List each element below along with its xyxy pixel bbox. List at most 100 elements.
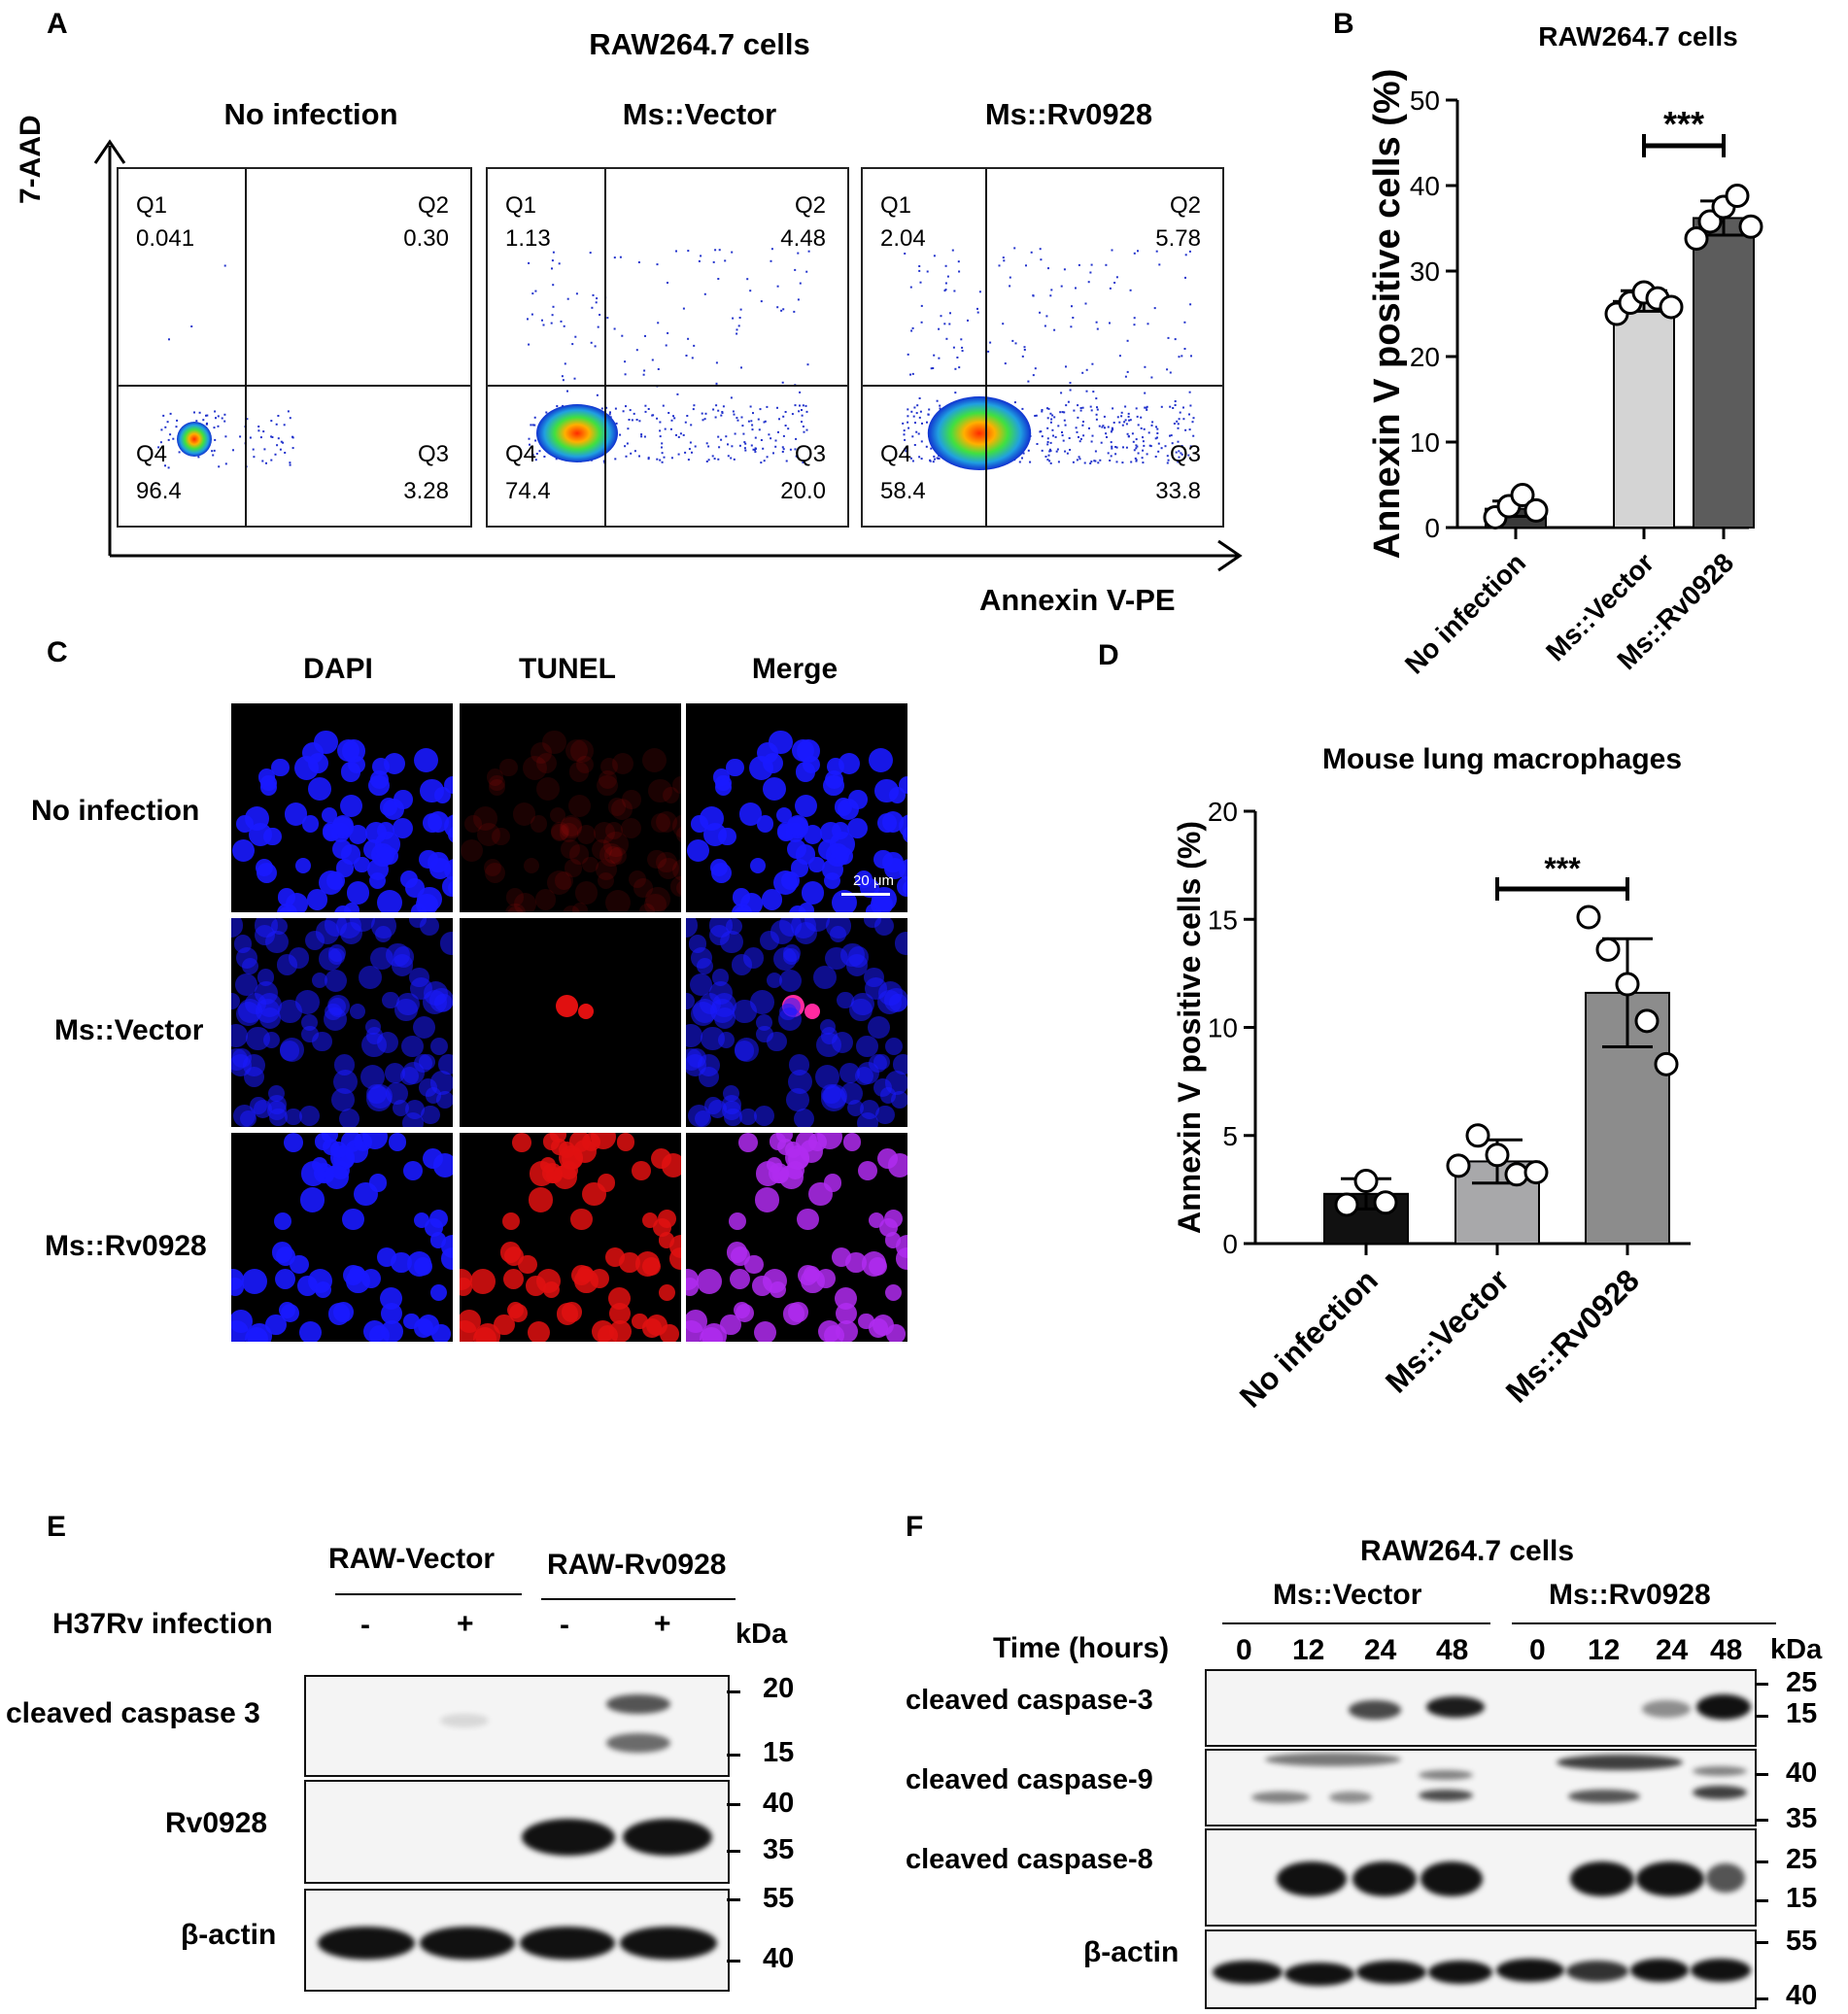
- cell-nucleus: [610, 798, 633, 821]
- cell-nucleus: [840, 942, 866, 968]
- cell-nucleus: [409, 967, 429, 988]
- cell-nucleus: [655, 810, 678, 834]
- cell-nucleus: [686, 1269, 699, 1290]
- cell-nucleus: [842, 1133, 862, 1151]
- cell-nucleus: [298, 1105, 320, 1126]
- cell-nucleus: [829, 925, 847, 943]
- cell-nucleus: [881, 810, 905, 834]
- cell-nucleus: [306, 889, 328, 910]
- flow-q3-label: Q3: [417, 441, 449, 467]
- cell-nucleus: [354, 1181, 378, 1207]
- panel-f-mw-15b: 15: [1786, 1883, 1818, 1914]
- cell-nucleus: [817, 1133, 842, 1149]
- flow-q2-value: 0.30: [403, 225, 449, 252]
- cell-nucleus: [897, 876, 907, 897]
- bar: [1613, 299, 1675, 529]
- cell-nucleus: [274, 1212, 292, 1230]
- flow-q1-value: 0.041: [136, 225, 195, 252]
- y-axis-label: Annexin V positive cells (%): [1172, 821, 1207, 1234]
- cell-nucleus: [754, 1187, 780, 1212]
- data-point: [1485, 1143, 1510, 1168]
- panel-f-time-label: Time (hours): [993, 1632, 1170, 1664]
- cell-nucleus: [365, 822, 387, 843]
- data-point: [1523, 1160, 1549, 1185]
- cell-nucleus: [342, 1264, 364, 1286]
- cell-nucleus: [255, 858, 274, 877]
- cell-nucleus: [464, 815, 482, 833]
- panel-e-mw-40: 40: [763, 1788, 795, 1819]
- cell-nucleus: [559, 823, 579, 843]
- cell-nucleus: [839, 1081, 863, 1106]
- cell-nucleus: [568, 794, 592, 817]
- cell-nucleus: [527, 1320, 551, 1342]
- cell-nucleus: [315, 1280, 332, 1298]
- cell-nucleus: [772, 947, 797, 972]
- cell-nucleus: [799, 903, 815, 912]
- cell-nucleus: [808, 1181, 833, 1207]
- panel-e-blot-label-2: Rv0928: [165, 1807, 268, 1839]
- panel-e-group-1-line: [335, 1593, 522, 1595]
- cell-nucleus: [349, 1003, 366, 1020]
- cell-nucleus: [524, 857, 540, 874]
- cell-nucleus: [332, 1069, 359, 1095]
- cell-nucleus: [874, 778, 899, 803]
- y-tick-label: 30: [1410, 256, 1440, 287]
- cell-nucleus: [274, 1269, 295, 1290]
- cell-nucleus: [321, 806, 337, 823]
- cell-nucleus: [864, 918, 881, 928]
- cell-nucleus: [534, 889, 557, 910]
- cell-nucleus: [489, 774, 505, 791]
- cell-nucleus: [687, 839, 710, 863]
- cell-nucleus: [801, 881, 825, 905]
- cell-nucleus: [791, 918, 817, 939]
- cell-nucleus: [431, 1324, 451, 1342]
- cell-nucleus: [595, 858, 617, 880]
- cell-nucleus: [847, 817, 869, 838]
- cell-nucleus: [333, 905, 353, 912]
- data-point: [1465, 1123, 1490, 1148]
- cell-nucleus: [396, 992, 420, 1016]
- cell-nucleus: [380, 1286, 403, 1311]
- cell-nucleus: [243, 1067, 264, 1088]
- cell-nucleus: [576, 825, 596, 844]
- cell-nucleus: [414, 1318, 433, 1338]
- data-point: [1654, 1051, 1679, 1076]
- cell-nucleus: [420, 778, 444, 803]
- y-tick-label: 5: [1222, 1121, 1238, 1151]
- band: [1277, 1861, 1347, 1896]
- cell-nucleus: [597, 774, 619, 797]
- panel-letter-b: B: [1333, 8, 1354, 40]
- cell-nucleus: [645, 886, 670, 912]
- data-point: [1510, 483, 1535, 508]
- data-point: [1353, 1168, 1379, 1193]
- cell-nucleus: [638, 904, 656, 912]
- cell-nucleus: [278, 905, 295, 912]
- data-point: [1523, 497, 1549, 523]
- panel-f-time-12b: 12: [1588, 1634, 1621, 1666]
- band: [1426, 1696, 1485, 1718]
- cell-nucleus: [661, 1153, 681, 1178]
- cell-nucleus: [686, 993, 695, 1010]
- data-point: [1446, 1153, 1471, 1178]
- cell-nucleus: [808, 856, 825, 873]
- cell-nucleus: [729, 1269, 750, 1290]
- band: [1570, 1861, 1634, 1896]
- cell-nucleus: [696, 957, 713, 974]
- cell-nucleus: [766, 972, 782, 989]
- flow-plot-2: Q1 1.13 Q2 4.48 Q4 74.4 Q3 20.0: [486, 167, 849, 528]
- panel-f-time-12a: 12: [1292, 1634, 1325, 1666]
- band: [1706, 1863, 1745, 1893]
- cell-nucleus: [662, 787, 680, 804]
- cell-nucleus: [231, 993, 240, 1010]
- cell-nucleus: [702, 1322, 727, 1342]
- x-tick-label: No infection: [1399, 547, 1531, 679]
- cell-nucleus: [232, 839, 256, 863]
- cell-nucleus: [734, 1040, 755, 1061]
- cell-nucleus: [753, 1105, 774, 1126]
- cell-nucleus: [572, 903, 589, 912]
- cell-nucleus: [512, 802, 536, 826]
- panel-f-title: RAW264.7 cells: [1359, 1535, 1575, 1567]
- cell-nucleus: [262, 1031, 281, 1049]
- cell-nucleus: [608, 1286, 632, 1311]
- y-tick-label: 0: [1222, 1229, 1238, 1259]
